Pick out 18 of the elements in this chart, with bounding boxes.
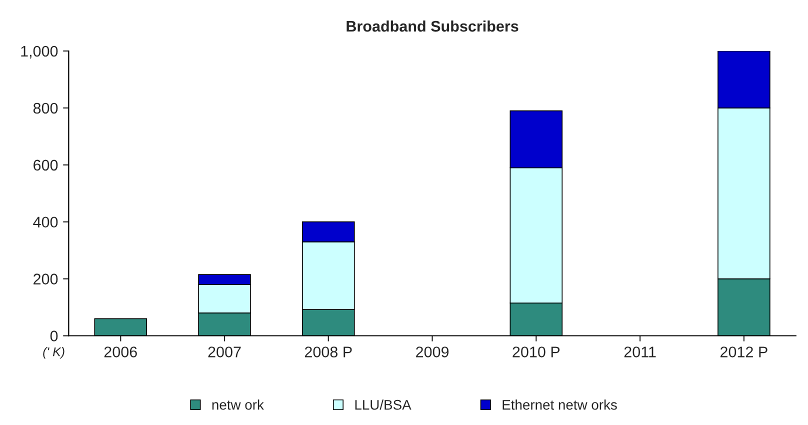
x-tick-label: 2011 (624, 346, 656, 358)
y-tick-label: 600 (34, 160, 58, 171)
text: (' K) (43, 347, 64, 359)
y-tick-label: 400 (33, 216, 58, 228)
legend-label: LLU/BSA (355, 400, 412, 410)
legend-label: Ethernet netw orks (502, 400, 617, 410)
x-tick-label: 2009 (416, 346, 449, 358)
legend-label: netw ork (212, 400, 264, 410)
y-tick-label: 800 (33, 102, 58, 114)
chart-title: Broadband Subscribers (346, 20, 518, 32)
x-tick-label: 2006 (104, 346, 137, 358)
x-tick-label: 2008 P (304, 346, 352, 358)
y-tick-label: 200 (34, 274, 58, 284)
y-tick-label: 1,000 (21, 46, 58, 58)
x-tick-label: 2012 P (720, 346, 768, 358)
x-tick-label: 2010 P (512, 346, 560, 358)
x-tick-label: 2007 (208, 346, 241, 358)
y-tick-label: 0 (50, 330, 58, 342)
